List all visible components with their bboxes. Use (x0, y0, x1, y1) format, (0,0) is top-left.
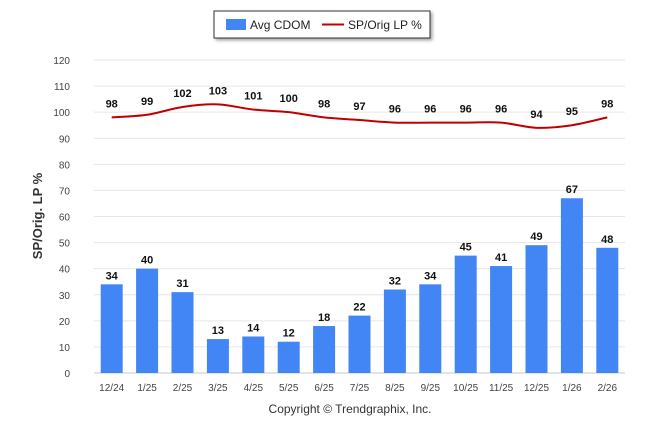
bar (206, 339, 229, 373)
y-axis-title: SP/Orig. LP % (30, 172, 45, 259)
line-value-label: 101 (244, 91, 262, 103)
bar-value-label: 18 (318, 312, 330, 324)
x-tick-label: 6/25 (314, 383, 334, 394)
y-tick-label: 30 (59, 291, 71, 302)
y-tick-label: 60 (59, 213, 71, 224)
legend-label-line: SP/Orig LP % (348, 18, 422, 32)
x-axis-ticks: 12/24 1/25 2/25 3/25 4/25 5/25 6/25 7/25 8/25 9/2… (99, 383, 617, 394)
bar-value-label: 12 (283, 328, 295, 340)
line-value-label: 99 (141, 96, 153, 108)
y-tick-label: 20 (59, 317, 71, 328)
bar (313, 326, 336, 373)
bar-value-label: 32 (389, 276, 401, 288)
bar-value-label: 67 (566, 184, 578, 196)
y-tick-label: 70 (59, 186, 71, 197)
line-value-label: 96 (460, 104, 472, 116)
bar-series (100, 198, 619, 373)
x-tick-label: 2/26 (598, 383, 618, 394)
legend: Avg CDOM SP/Orig LP % (213, 10, 431, 39)
line-value-label: 98 (106, 98, 118, 110)
line-value-label: 97 (353, 101, 365, 113)
bar (348, 315, 371, 373)
bar (596, 247, 619, 373)
line-series (111, 103, 608, 129)
y-axis-ticks: 0 10 20 30 40 50 60 70 80 90 100 110 120 (53, 56, 70, 380)
y-tick-label: 80 (59, 160, 71, 171)
bar (525, 245, 548, 373)
bar (454, 255, 477, 373)
line-path (111, 103, 608, 129)
bar (171, 292, 194, 373)
bar-value-label: 34 (424, 270, 437, 282)
y-tick-label: 50 (59, 239, 71, 250)
bar-value-label: 31 (176, 278, 188, 290)
bar-value-label: 40 (141, 255, 153, 267)
bar (136, 268, 159, 373)
x-tick-label: 11/25 (489, 383, 514, 394)
x-tick-label: 1/25 (137, 383, 157, 394)
x-tick-label: 12/24 (99, 383, 124, 394)
bar-value-label: 41 (495, 252, 507, 264)
copyright-text: Copyright © Trendgraphix, Inc. (269, 402, 432, 416)
x-tick-label: 1/26 (562, 383, 582, 394)
y-tick-label: 90 (59, 134, 71, 145)
line-value-label: 98 (318, 98, 330, 110)
line-value-label: 96 (389, 104, 401, 116)
y-tick-label: 10 (59, 343, 71, 354)
x-tick-label: 3/25 (208, 383, 228, 394)
line-value-label: 102 (173, 88, 191, 100)
legend-swatch-bar (226, 19, 246, 30)
y-tick-label: 100 (53, 108, 70, 119)
bar-value-label: 34 (106, 270, 119, 282)
y-tick-label: 120 (53, 56, 70, 67)
line-value-label: 96 (495, 104, 507, 116)
x-tick-label: 7/25 (350, 383, 370, 394)
line-value-label: 96 (424, 104, 436, 116)
bar-value-label: 14 (247, 322, 260, 334)
legend-label-bar: Avg CDOM (250, 18, 310, 32)
bar (383, 289, 406, 373)
x-tick-label: 9/25 (421, 383, 441, 394)
x-tick-label: 2/25 (173, 383, 193, 394)
bar (277, 341, 300, 373)
bar-value-label: 22 (353, 302, 365, 314)
x-tick-label: 5/25 (279, 383, 299, 394)
line-value-label: 94 (530, 109, 543, 121)
bar-value-label: 13 (212, 325, 224, 337)
line-value-label: 103 (209, 85, 227, 97)
bar (242, 336, 265, 373)
y-tick-label: 40 (59, 265, 71, 276)
line-value-label: 98 (601, 98, 613, 110)
bar (490, 266, 513, 373)
line-value-label: 100 (280, 93, 298, 105)
bar (100, 284, 123, 373)
x-tick-label: 8/25 (385, 383, 405, 394)
bar (560, 198, 583, 373)
line-data-labels: 98 99 102 103 101 100 98 97 96 96 96 96 94 95 98 (106, 85, 614, 120)
line-value-label: 95 (566, 106, 578, 118)
bar-value-label: 48 (601, 234, 613, 246)
x-tick-label: 12/25 (524, 383, 549, 394)
x-tick-label: 4/25 (244, 383, 264, 394)
bar-data-labels: 34 40 31 13 14 12 18 22 32 34 45 41 49 67 48 (106, 184, 614, 339)
y-tick-label: 0 (64, 369, 70, 380)
bar-value-label: 45 (460, 242, 472, 254)
y-tick-label: 110 (54, 82, 70, 93)
x-tick-label: 10/25 (453, 383, 478, 394)
bar (419, 284, 442, 373)
bar-value-label: 49 (530, 231, 542, 243)
